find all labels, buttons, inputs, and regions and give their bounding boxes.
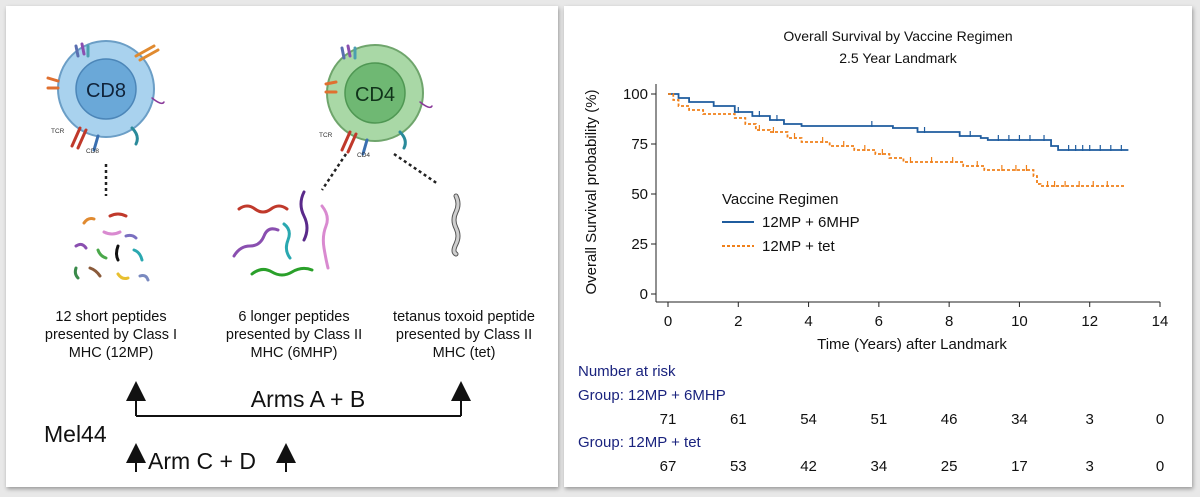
risk-group-label-12mp-tet: Group: 12MP + tet [578, 434, 701, 451]
long-peptides-caption: 6 longer peptides presented by Class II … [225, 309, 363, 361]
y-tick-label: 25 [631, 236, 648, 253]
risk-count: 34 [1011, 411, 1028, 428]
series-line-0 [668, 93, 1129, 151]
cd8-receptor-label: CD8 [86, 148, 99, 155]
risk-count: 34 [870, 458, 888, 475]
x-tick-label: 2 [734, 313, 742, 330]
short-peptides [73, 212, 150, 282]
risk-count: 0 [1155, 411, 1165, 428]
arm-cd-label: Arm C + D [148, 448, 256, 474]
x-tick-label: 8 [945, 313, 953, 330]
cd4-tcr-label: TCR [319, 132, 333, 139]
chart-title: Overall Survival by Vaccine Regimen [783, 28, 1013, 44]
cd4-cell: CD4 TCR CD4 [319, 44, 433, 159]
arms-ab-bracket [126, 381, 471, 417]
cd8-tcr-label: TCR [51, 128, 65, 135]
arms-ab-label: Arms A + B [250, 386, 366, 412]
y-tick-label: 0 [640, 286, 648, 303]
y-tick-label: 75 [631, 136, 648, 153]
km-plot: 0 2 4 6 8 10 12 14 0 25 50 75 100 Overall Survival p… [583, 84, 1168, 353]
risk-count: 0 [1155, 458, 1165, 475]
risk-count: 54 [800, 411, 817, 428]
y-axis-label: Overall Survival probability (%) [583, 89, 600, 294]
x-tick-label: 6 [875, 313, 883, 330]
arm-cd-arrows [126, 443, 296, 472]
short-peptides-caption: 12 short peptides presented by Class I M… [44, 309, 178, 361]
risk-count: 3 [1085, 411, 1094, 428]
risk-count: 25 [940, 458, 958, 475]
risk-count: 71 [659, 411, 677, 428]
risk-count: 17 [1011, 458, 1028, 475]
survival-chart-panel: Overall Survival by Vaccine Regimen 2.5 … [564, 6, 1192, 487]
tet-peptide [451, 193, 461, 257]
chart-subtitle: 2.5 Year Landmark [839, 50, 957, 66]
x-tick-label: 10 [1011, 313, 1028, 330]
cd4-cell-label: CD4 [355, 84, 395, 106]
x-tick-label: 12 [1081, 313, 1098, 330]
risk-count: 3 [1085, 458, 1094, 475]
cd8-cell: CD8 TCR CD8 [46, 40, 165, 155]
vaccine-diagram-panel: CD8 TCR CD8 [6, 6, 558, 487]
legend-label-12mp-6mhp: 12MP + 6MHP [762, 214, 860, 231]
x-axis-label: Time (Years) after Landmark [817, 336, 1007, 353]
tet-peptide-caption: tetanus toxoid peptide presented by Clas… [393, 309, 535, 361]
trial-label: Mel44 [44, 421, 107, 447]
risk-count: 46 [940, 411, 958, 428]
risk-count: 67 [659, 458, 677, 475]
long-peptides [232, 190, 330, 277]
risk-count: 61 [729, 411, 747, 428]
cd8-cell-label: CD8 [86, 80, 126, 102]
legend: Vaccine Regimen 12MP + 6MHP 12MP + tet [722, 191, 860, 255]
x-tick-label: 0 [664, 313, 672, 330]
risk-count: 42 [800, 458, 817, 475]
series-layer [668, 93, 1129, 187]
risk-group-label-12mp-6mhp: Group: 12MP + 6MHP [578, 387, 726, 404]
x-tick-label: 4 [804, 313, 812, 330]
diagram-svg: CD8 TCR CD8 [46, 40, 471, 472]
legend-title: Vaccine Regimen [722, 191, 838, 208]
series-line-1 [668, 93, 1125, 187]
risk-count: 53 [729, 458, 747, 475]
risk-count: 51 [870, 411, 888, 428]
y-tick-label: 50 [631, 186, 648, 203]
x-tick-label: 14 [1152, 313, 1169, 330]
legend-label-12mp-tet: 12MP + tet [762, 238, 836, 255]
axes: 0 2 4 6 8 10 12 14 0 25 50 75 100 [623, 84, 1168, 330]
dotted-connectors [104, 152, 439, 196]
cd4-receptor-label: CD4 [357, 152, 370, 159]
y-tick-label: 100 [623, 86, 648, 103]
